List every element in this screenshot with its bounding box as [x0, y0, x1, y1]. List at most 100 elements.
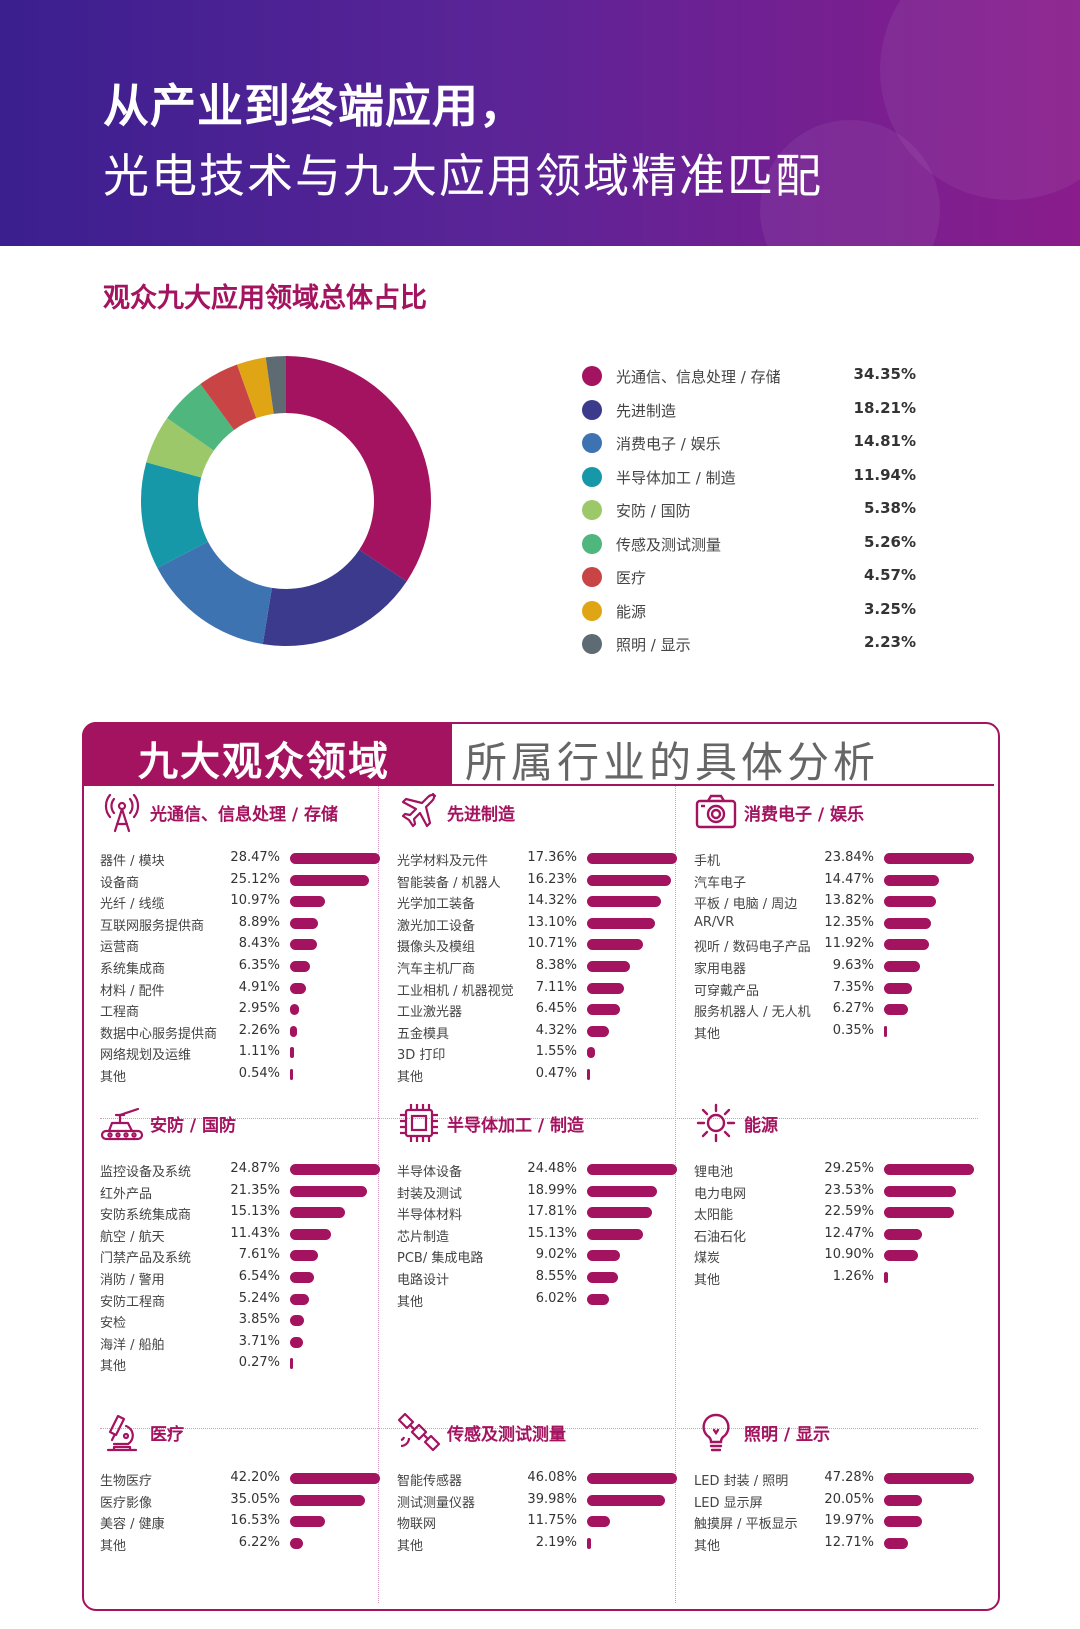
donut-slice-3: [141, 462, 208, 568]
bar-label: 光学材料及元件: [397, 854, 489, 869]
bar-label: 监控设备及系统: [100, 1165, 192, 1180]
bar-label: 智能传感器: [397, 1474, 463, 1489]
header-banner: [0, 0, 1080, 246]
donut-slice-8: [265, 356, 286, 414]
bar-label: 海洋 / 船舶: [100, 1337, 165, 1353]
legend-value: 11.94%: [853, 465, 916, 484]
bar-value-label: 12.35%: [824, 914, 874, 930]
bar: [587, 939, 643, 951]
bar-label: 测试测量仪器: [397, 1495, 476, 1511]
legend-value: 4.57%: [863, 566, 916, 584]
legend-value: 14.81%: [853, 432, 916, 450]
bar-value-label: 15.13%: [527, 1225, 577, 1241]
bar-label: 运营商: [100, 940, 140, 956]
bar-row: 工业激光器 6.45%: [397, 999, 682, 1021]
bar-label: 石油石化: [694, 1229, 747, 1245]
bar-value-label: 3.71%: [238, 1333, 280, 1349]
legend-label: 传感及测试测量: [616, 535, 722, 554]
bar: [587, 1473, 677, 1484]
bar-value-label: 20.05%: [824, 1491, 874, 1507]
category-title: 半导体加工 / 制造: [447, 1116, 585, 1136]
bar-row: 煤炭 10.90%: [694, 1245, 979, 1267]
bar-value-label: 10.90%: [824, 1247, 874, 1263]
bar-label: 光纤 / 线缆: [100, 897, 165, 913]
bar-row: 汽车主机厂商 8.38%: [397, 956, 682, 978]
bar-value-label: 11.43%: [230, 1225, 280, 1241]
bar-row: LED 显示屏 20.05%: [694, 1490, 979, 1512]
bar-label: PCB/ 集成电路: [397, 1251, 484, 1267]
bar-value-label: 6.02%: [535, 1290, 577, 1306]
bar-label: 网络规划及运维: [100, 1048, 192, 1064]
bar-value-label: 2.26%: [238, 1022, 280, 1038]
tank-icon: [100, 1101, 144, 1145]
bar-label: 航空 / 航天: [100, 1229, 165, 1245]
bar-value-label: 0.27%: [238, 1355, 280, 1371]
bar-label: 工业相机 / 机器视觉: [397, 983, 514, 999]
bar: [290, 874, 370, 886]
bar-value-label: 39.98%: [527, 1491, 577, 1507]
category-header: 传感及测试测量: [397, 1410, 682, 1454]
bar-row: 安检 3.85%: [100, 1310, 385, 1332]
bar-row: 其他 0.27%: [100, 1353, 385, 1375]
legend-item: 能源 3.25%: [576, 597, 916, 631]
bar-value-label: 17.36%: [527, 850, 577, 865]
bar-label: 其他: [100, 1069, 127, 1085]
bar: [587, 1068, 590, 1080]
bar: [290, 982, 306, 994]
legend-label: 光通信、信息处理 / 存储: [616, 368, 781, 386]
bar-row: 消防 / 警用 6.54%: [100, 1267, 385, 1289]
bar-label: 美容 / 健康: [100, 1517, 165, 1533]
bar: [587, 1004, 621, 1016]
bar-row: 石油石化 12.47%: [694, 1224, 979, 1246]
bar-label: 视听 / 数码电子产品: [694, 940, 811, 956]
bar: [587, 1271, 619, 1283]
bar-value-label: 22.59%: [824, 1204, 874, 1220]
bar-value-label: 0.35%: [832, 1022, 874, 1038]
bar-label: 材料 / 配件: [100, 983, 165, 999]
bar-row: 电力电网 23.53%: [694, 1181, 979, 1203]
bar-row: 摄像头及模组 10.71%: [397, 934, 682, 956]
bar-row: 光纤 / 线缆 10.97%: [100, 891, 385, 913]
bar-label: 设备商: [100, 875, 140, 891]
category-rows: 智能传感器 46.08% 测试测量仪器 39.98% 物联网 11.75% 其他 2.19%: [397, 1468, 682, 1554]
bar-value-label: 18.99%: [527, 1182, 577, 1198]
bar-row: 半导体设备 24.48%: [397, 1159, 682, 1181]
legend-item: 医疗 4.57%: [576, 563, 916, 597]
bar-row: 半导体材料 17.81%: [397, 1202, 682, 1224]
bar-value-label: 42.20%: [230, 1470, 280, 1485]
bar-value-label: 8.89%: [238, 914, 280, 930]
bar-row: 智能装备 / 机器人 16.23%: [397, 870, 682, 892]
bar-label: 智能装备 / 机器人: [397, 875, 501, 891]
bar-row: 设备商 25.12%: [100, 870, 385, 892]
bar-row: 美容 / 健康 16.53%: [100, 1511, 385, 1533]
bar-value-label: 17.81%: [527, 1204, 577, 1220]
bar: [884, 960, 921, 972]
bar-label: 平板 / 电脑 / 周边: [694, 897, 798, 913]
donut-chart: [141, 356, 431, 646]
bar-row: 电路设计 8.55%: [397, 1267, 682, 1289]
legend-value: 5.38%: [863, 499, 916, 517]
category-header: 照明 / 显示: [694, 1410, 979, 1454]
bar: [290, 1207, 345, 1219]
bar: [587, 1025, 610, 1037]
bar-label: 封装及测试: [397, 1186, 463, 1202]
bar: [290, 1336, 304, 1348]
panel-title-main: 九大观众领域: [138, 739, 390, 785]
bar-label: 安防系统集成商: [100, 1208, 192, 1224]
category-rows: 器件 / 模块 28.47% 设备商 25.12% 光纤 / 线缆 10.97% 互联网服务…: [100, 848, 385, 1086]
bar-label: LED 封装 / 照明: [694, 1474, 789, 1489]
bar-row: 封装及测试 18.99%: [397, 1181, 682, 1203]
legend-label: 消费电子 / 娱乐: [616, 435, 721, 453]
bar-value-label: 6.35%: [238, 957, 280, 973]
bar: [587, 1185, 657, 1197]
bar-label: 其他: [397, 1294, 424, 1310]
bar-value-label: 9.63%: [832, 957, 874, 973]
bar: [290, 1025, 298, 1037]
bar-row: 智能传感器 46.08%: [397, 1468, 682, 1490]
bar-value-label: 5.24%: [238, 1290, 280, 1306]
bar-value-label: 11.92%: [824, 936, 874, 952]
category-title: 消费电子 / 娱乐: [744, 805, 865, 825]
antenna-tower-icon: [100, 790, 144, 834]
category-rows: 监控设备及系统 24.87% 红外产品 21.35% 安防系统集成商 15.13% 航空 /…: [100, 1159, 385, 1375]
bar-row: 安防系统集成商 15.13%: [100, 1202, 385, 1224]
